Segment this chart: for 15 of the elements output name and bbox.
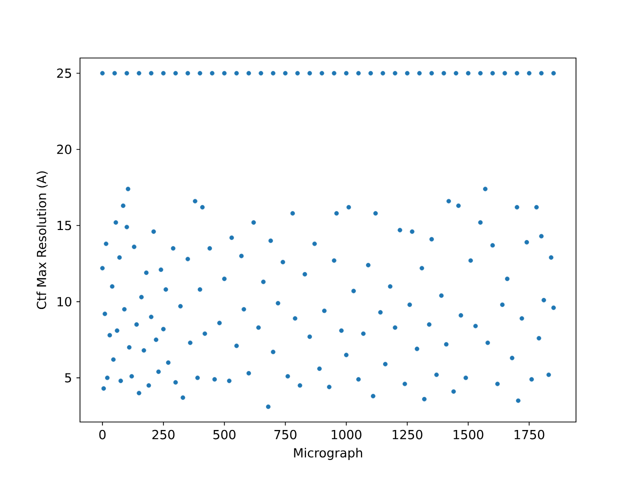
y-axis-title: Ctf Max Resolution (A) — [36, 171, 48, 309]
y-tick-label: 25 — [57, 68, 72, 78]
x-tick-label: 250 — [152, 430, 174, 440]
x-axis-title: Micrograph — [294, 448, 362, 460]
x-tick-label: 1500 — [454, 430, 484, 440]
x-tick-label: 1000 — [332, 430, 362, 440]
y-tick-label: 5 — [65, 373, 72, 382]
x-tick-label: 1250 — [392, 430, 422, 440]
y-tick-label: 10 — [58, 296, 72, 306]
x-tick-label: 1750 — [514, 430, 544, 440]
x-tick-label: 500 — [213, 430, 236, 440]
y-tick-label: 20 — [57, 144, 72, 154]
x-tick-label: 0 — [99, 430, 106, 440]
x-tick-label: 750 — [274, 430, 296, 440]
y-tick-label: 15 — [58, 220, 72, 230]
